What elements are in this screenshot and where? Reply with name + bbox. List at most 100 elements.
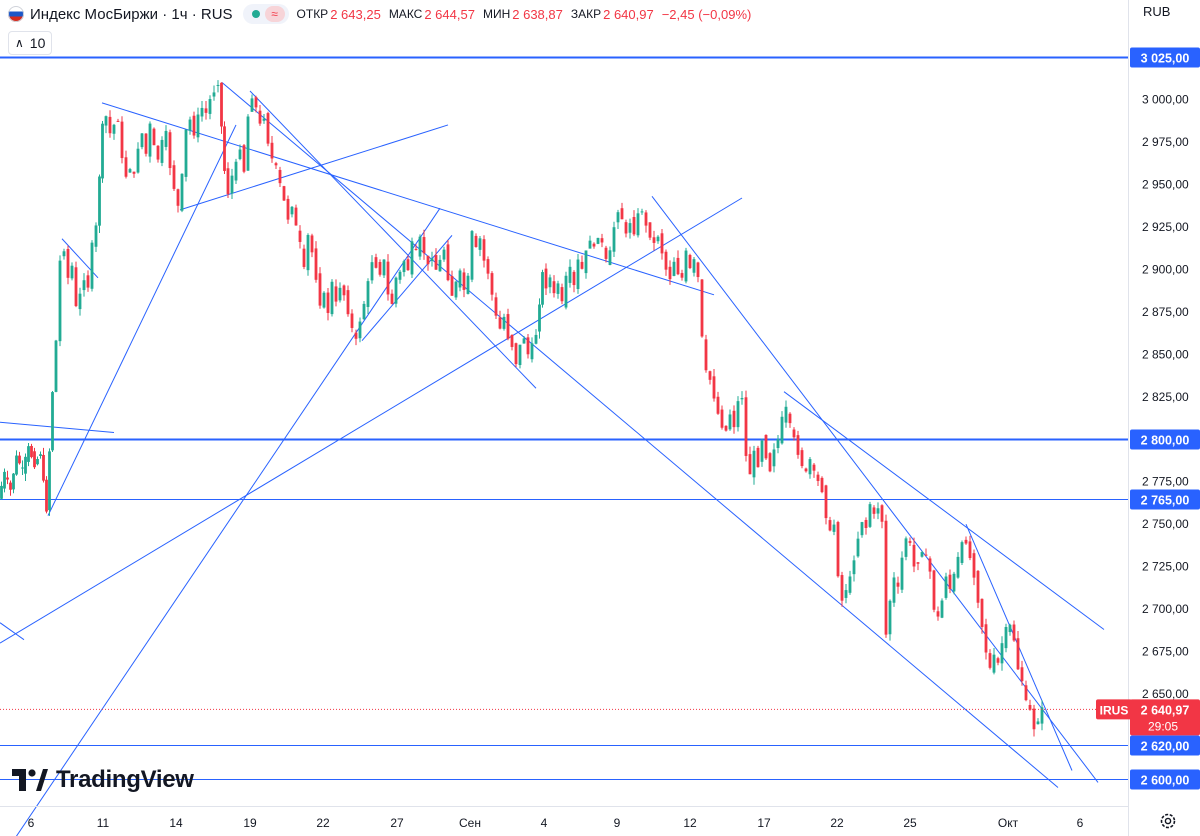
candle-body xyxy=(596,237,600,244)
trendline[interactable] xyxy=(0,421,115,433)
candle-body xyxy=(600,238,604,243)
x-tick-label: 22 xyxy=(830,816,844,830)
y-tick-label: 2 825,00 xyxy=(1142,390,1189,404)
candle-body xyxy=(398,271,402,280)
candle-body xyxy=(458,270,462,288)
candle-body xyxy=(541,272,544,305)
candle-body xyxy=(568,266,572,283)
candle-body xyxy=(740,398,744,400)
candle-body xyxy=(294,207,298,226)
candle-body xyxy=(338,287,342,301)
y-tick-label: 2 750,00 xyxy=(1142,517,1189,531)
candle-body xyxy=(62,251,66,257)
trendline[interactable] xyxy=(0,207,441,836)
trendline[interactable] xyxy=(47,124,237,516)
candles xyxy=(0,80,1044,737)
candle-body xyxy=(728,414,732,430)
x-tick-label: 12 xyxy=(683,816,697,830)
candle-body xyxy=(390,293,394,304)
candle-body xyxy=(12,473,15,490)
high-label: МАКС xyxy=(388,7,423,21)
candle-body xyxy=(286,198,290,220)
candle-body xyxy=(936,611,940,617)
x-tick-label: 19 xyxy=(243,816,257,830)
candle-body xyxy=(900,557,904,590)
candle-body xyxy=(1004,626,1008,649)
candle-body xyxy=(6,477,9,480)
candle-body xyxy=(402,261,406,273)
candle-body xyxy=(514,343,518,365)
y-tick-label: 2 925,00 xyxy=(1142,220,1189,234)
candle-body xyxy=(692,259,696,273)
candle-body xyxy=(51,392,54,451)
trendline[interactable] xyxy=(783,391,1105,630)
close-label: ЗАКР xyxy=(570,7,602,21)
level-price-badge xyxy=(1130,735,1200,756)
candle-body xyxy=(844,590,848,598)
candle-body xyxy=(976,570,980,603)
candle-body xyxy=(820,477,824,493)
trendline[interactable] xyxy=(249,90,537,389)
candle-body xyxy=(422,237,426,254)
candle-body xyxy=(21,467,24,469)
candle-body xyxy=(33,451,36,468)
status-pill[interactable]: ≈ xyxy=(242,4,289,24)
trendline[interactable] xyxy=(0,197,743,644)
candle-body xyxy=(58,260,62,342)
symbol-title[interactable]: Индекс МосБиржи · 1ч · RUS xyxy=(30,5,233,23)
candle-body xyxy=(370,262,374,281)
candle-body xyxy=(908,541,912,543)
candle-body xyxy=(346,290,350,315)
candle-body xyxy=(104,116,108,126)
trendline[interactable] xyxy=(0,622,25,641)
candle-body xyxy=(956,556,960,578)
tradingview-logo-icon xyxy=(12,769,48,791)
candle-body xyxy=(454,281,458,298)
x-tick-label: 14 xyxy=(169,816,183,830)
delay-wave-icon: ≈ xyxy=(264,6,285,22)
candle-body xyxy=(156,145,160,160)
candle-body xyxy=(242,145,246,172)
candle-body xyxy=(772,449,776,467)
candle-body xyxy=(318,273,322,306)
candle-body xyxy=(406,259,410,271)
indicator-toggle[interactable]: ∧ 10 xyxy=(8,31,53,55)
trendline[interactable] xyxy=(361,235,453,342)
open-value: 2 643,25 xyxy=(330,6,381,22)
candle-body xyxy=(876,508,880,514)
candle-body xyxy=(192,115,196,136)
candle-body xyxy=(124,157,128,177)
symbol-badge xyxy=(1096,699,1132,720)
trendline[interactable] xyxy=(221,82,1059,788)
candle-body xyxy=(648,222,652,238)
candle-body xyxy=(776,439,780,449)
candle-body xyxy=(438,259,442,272)
trendline[interactable] xyxy=(179,124,449,211)
candle-body xyxy=(668,266,672,280)
candle-body xyxy=(234,161,238,181)
trendline[interactable] xyxy=(101,102,715,296)
candle-body xyxy=(86,275,90,288)
candle-body xyxy=(230,175,234,194)
candle-body xyxy=(140,133,144,148)
candle-body xyxy=(534,334,538,344)
candle-body xyxy=(932,570,936,610)
trendline[interactable] xyxy=(651,196,1099,783)
candle-body xyxy=(94,225,98,247)
candle-body xyxy=(434,255,438,270)
currency-label[interactable]: RUB xyxy=(1143,4,1171,19)
candle-body xyxy=(556,283,560,294)
x-tick-label: 9 xyxy=(614,816,621,830)
candle-body xyxy=(732,410,736,428)
candle-body xyxy=(266,113,270,144)
candle-body xyxy=(254,97,258,108)
settings-gear-icon[interactable] xyxy=(1158,811,1178,831)
candle-body xyxy=(262,118,266,121)
candle-body xyxy=(116,120,120,122)
candle-body xyxy=(498,317,502,329)
level-price-badge xyxy=(1130,489,1200,510)
candle-body xyxy=(592,243,596,247)
y-tick-label: 2 650,00 xyxy=(1142,687,1189,701)
candle-body xyxy=(466,275,470,294)
